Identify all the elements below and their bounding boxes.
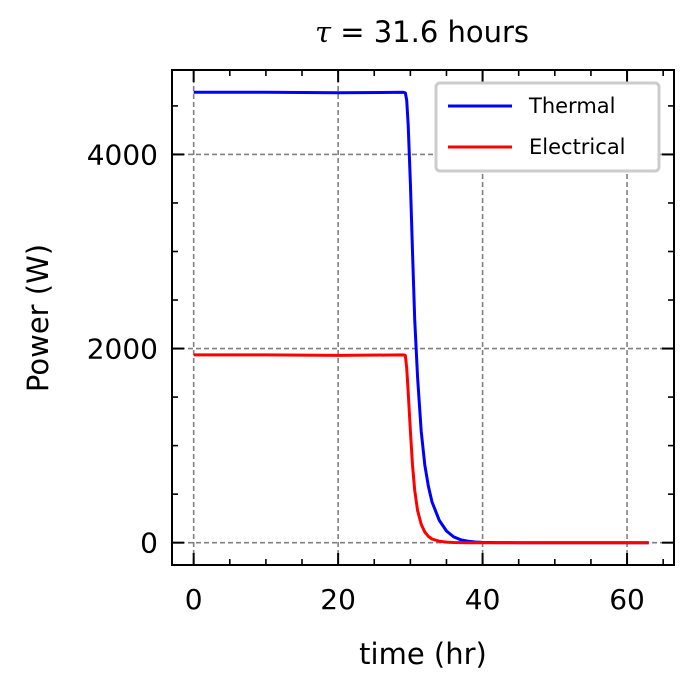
series-layer bbox=[193, 90, 649, 545]
ticks bbox=[172, 70, 674, 565]
y-tick-label: 0 bbox=[140, 527, 158, 560]
x-tick-label: 40 bbox=[465, 583, 501, 616]
chart-title-symbol: τ bbox=[315, 15, 332, 49]
chart-title-text: = 31.6 hours bbox=[331, 15, 529, 49]
legend-label-electrical: Electrical bbox=[529, 135, 626, 159]
y-tick-label: 4000 bbox=[87, 138, 158, 171]
x-tick-label: 0 bbox=[185, 583, 203, 616]
tick-labels: 0 20 40 60 0 2000 4000 bbox=[87, 138, 645, 616]
series-line-electrical bbox=[193, 353, 649, 545]
y-axis-label: Power (W) bbox=[21, 244, 55, 392]
chart-title: τ = 31.6 hours bbox=[315, 15, 529, 49]
legend-label-thermal: Thermal bbox=[528, 94, 615, 118]
x-axis-label: time (hr) bbox=[359, 637, 487, 671]
x-tick-label: 20 bbox=[320, 583, 356, 616]
legend: Thermal Electrical bbox=[434, 81, 661, 173]
plot-frame bbox=[171, 69, 675, 566]
x-tick-label: 60 bbox=[609, 583, 645, 616]
y-tick-label: 2000 bbox=[87, 333, 158, 366]
